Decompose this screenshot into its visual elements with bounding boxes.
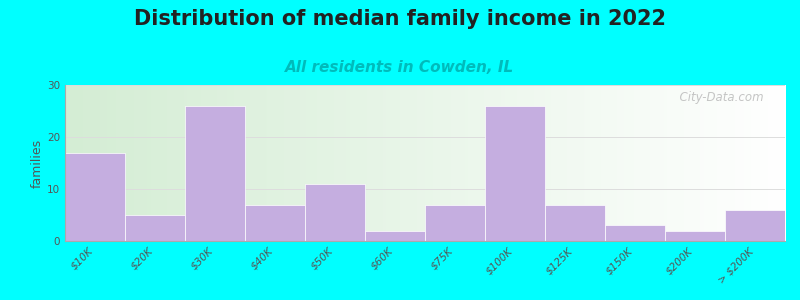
Y-axis label: families: families [31, 139, 44, 188]
Bar [725, 210, 785, 241]
Text: City-Data.com: City-Data.com [672, 91, 763, 104]
Text: All residents in Cowden, IL: All residents in Cowden, IL [286, 60, 514, 75]
Bar [185, 106, 245, 241]
Bar [125, 215, 185, 241]
Bar [365, 231, 425, 241]
Bar [485, 106, 545, 241]
Bar [305, 184, 365, 241]
Text: Distribution of median family income in 2022: Distribution of median family income in … [134, 9, 666, 29]
Bar [545, 205, 605, 241]
Bar [245, 205, 305, 241]
Bar [605, 226, 665, 241]
Bar [425, 205, 485, 241]
Bar [665, 231, 725, 241]
Bar [65, 153, 125, 241]
